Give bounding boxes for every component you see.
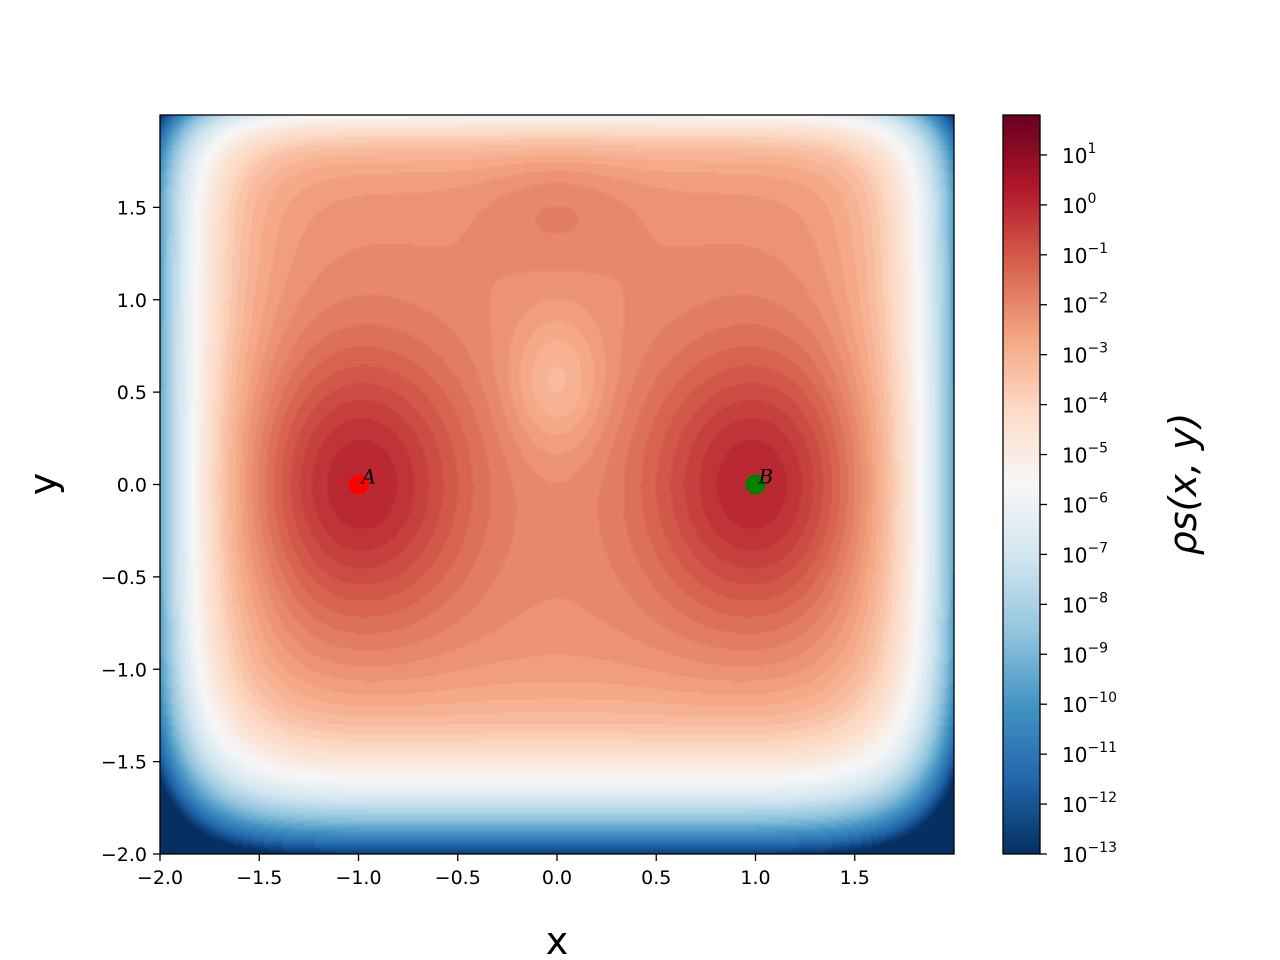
x-tick-label: 1.5 xyxy=(840,867,870,889)
y-tick-label: −2.0 xyxy=(101,844,147,866)
colorbar-tick-label: 10−12 xyxy=(1062,790,1117,817)
colorbar-tick-label: 10−8 xyxy=(1062,590,1108,617)
colorbar-tick-label: 100 xyxy=(1062,191,1096,218)
marker-label-a: A xyxy=(360,465,376,489)
marker-point-b xyxy=(745,474,766,495)
y-tick-label: −0.5 xyxy=(101,567,147,589)
colorbar-tick-label: 10−10 xyxy=(1062,690,1117,717)
colorbar xyxy=(1002,114,1041,855)
x-axis-ticks: −2.0 −1.5 −1.0 −0.5 0.0 0.5 1.0 1.5 xyxy=(137,854,870,889)
x-tick-label: 0.0 xyxy=(542,867,572,889)
density-heatmap xyxy=(160,115,954,854)
colorbar-tick-label: 10−13 xyxy=(1062,840,1117,867)
colorbar-label: ρs(x, y) xyxy=(1161,413,1205,556)
colorbar-tick-label: 10−9 xyxy=(1062,640,1108,667)
y-axis-label: y xyxy=(21,473,65,496)
x-tick-label: −1.0 xyxy=(335,867,381,889)
y-tick-label: −1.0 xyxy=(101,659,147,681)
colorbar-ticks: 101 100 10−1 10−2 10−3 10−4 10−5 10−6 10−7 10−8 10… xyxy=(1040,141,1117,867)
marker-point-a xyxy=(348,474,369,495)
colorbar-tick-label: 10−3 xyxy=(1062,341,1108,368)
x-tick-label: −2.0 xyxy=(137,867,183,889)
colorbar-tick-label: 10−1 xyxy=(1062,241,1108,268)
colorbar-tick-label: 10−7 xyxy=(1062,540,1108,567)
x-tick-label: −0.5 xyxy=(435,867,481,889)
x-tick-label: 0.5 xyxy=(641,867,671,889)
x-tick-label: 1.0 xyxy=(740,867,770,889)
colorbar-tick-label: 10−5 xyxy=(1062,441,1108,468)
marker-label-b: B xyxy=(758,465,774,489)
y-axis-ticks: −2.0 −1.5 −1.0 −0.5 0.0 0.5 1.0 1.5 xyxy=(101,197,160,866)
colorbar-tick-label: 10−6 xyxy=(1062,490,1108,517)
x-axis-label: x xyxy=(546,919,569,960)
y-tick-label: 0.5 xyxy=(117,382,147,404)
y-tick-label: 1.0 xyxy=(117,290,147,312)
y-tick-label: 1.5 xyxy=(117,197,147,219)
y-tick-label: 0.0 xyxy=(117,475,147,497)
colorbar-tick-label: 10−11 xyxy=(1062,740,1117,767)
colorbar-tick-label: 10−2 xyxy=(1062,291,1108,318)
x-tick-label: −1.5 xyxy=(236,867,282,889)
colorbar-tick-label: 10−4 xyxy=(1062,391,1108,418)
colorbar-tick-label: 101 xyxy=(1062,141,1096,168)
y-tick-label: −1.5 xyxy=(101,752,147,774)
plot-area xyxy=(160,115,954,854)
